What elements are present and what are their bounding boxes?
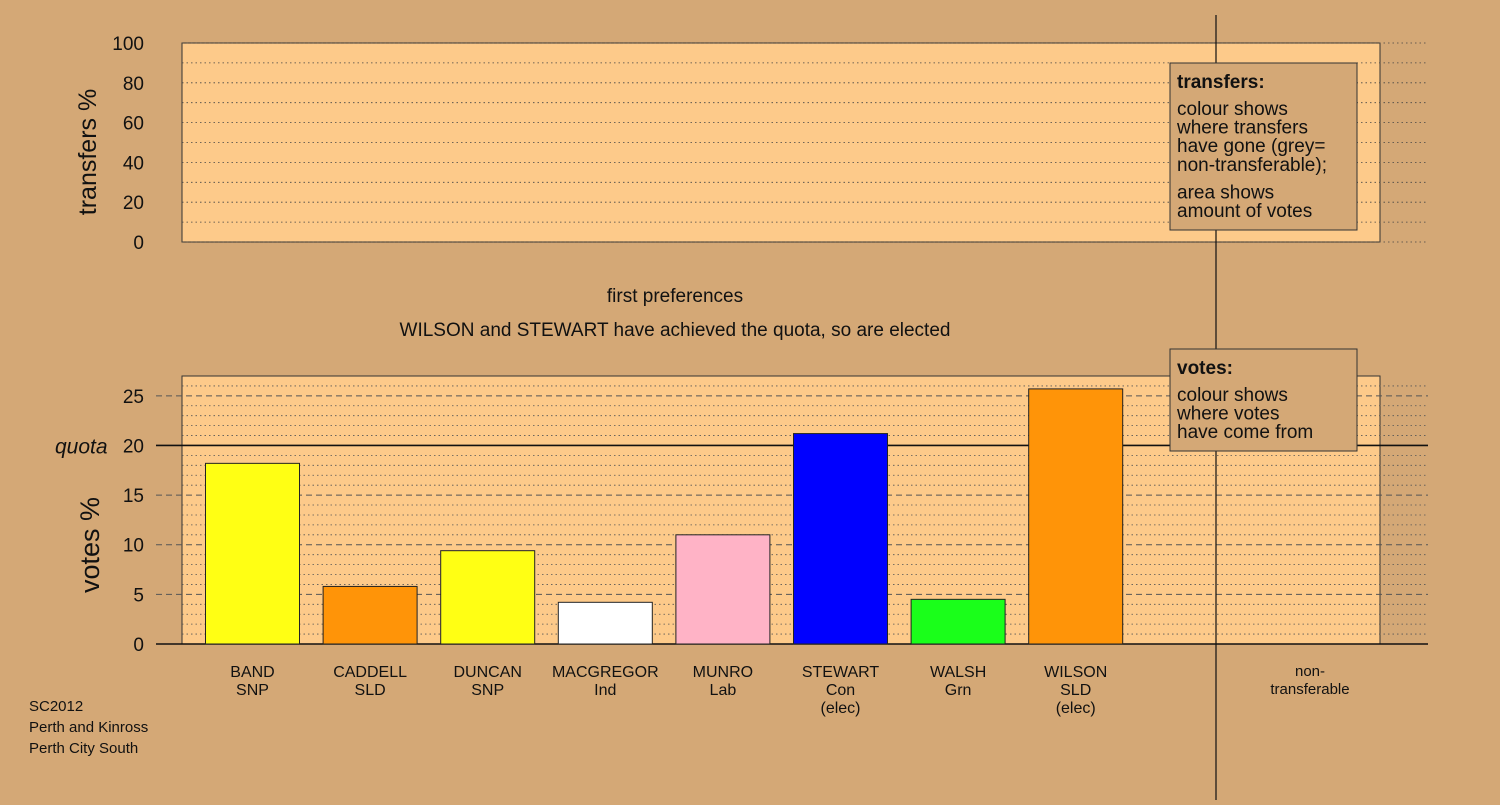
bar-duncan xyxy=(440,550,536,645)
votes-y-tick-label: 25 xyxy=(123,387,144,408)
votes-legend-box xyxy=(1169,348,1358,452)
votes-legend-line: have come from xyxy=(1177,422,1313,443)
footer-line: SC2012 xyxy=(29,698,83,715)
transfers-y-tick-label: 40 xyxy=(123,153,144,174)
bar-stewart xyxy=(793,433,888,645)
votes-y-tick-label: 10 xyxy=(123,536,144,557)
nontransferable-label: transferable xyxy=(1270,681,1349,698)
footer-line: Perth and Kinross xyxy=(29,719,148,736)
transfers-legend-line: where transfers xyxy=(1176,118,1308,139)
transfers-y-tick-label: 80 xyxy=(123,74,144,95)
candidate-label: (elec) xyxy=(820,700,860,717)
candidate-label: Lab xyxy=(710,682,737,699)
votes-legend-line: colour shows xyxy=(1177,385,1288,406)
candidate-label: STEWART xyxy=(802,664,880,681)
candidate-label: DUNCAN xyxy=(453,664,521,681)
candidate-label: SLD xyxy=(355,682,386,699)
transfers-y-tick-label: 60 xyxy=(123,114,144,135)
candidate-label: Con xyxy=(826,682,855,699)
candidate-label: SNP xyxy=(471,682,504,699)
candidate-label: MACGREGOR xyxy=(552,664,659,681)
votes-y-tick-label: 5 xyxy=(133,585,144,606)
candidate-label: (elec) xyxy=(1056,700,1096,717)
bar-band xyxy=(205,462,300,645)
transfers-y-tick-label: 20 xyxy=(123,193,144,214)
transfers-legend-line: area shows xyxy=(1177,182,1274,203)
candidate-label: Grn xyxy=(945,682,972,699)
votes-legend-line: where votes xyxy=(1176,404,1279,425)
bar-walsh xyxy=(910,598,1006,645)
bar-macgregor xyxy=(557,601,653,645)
transfers-legend-line: have gone (grey= xyxy=(1177,136,1325,157)
candidate-label: MUNRO xyxy=(693,664,753,681)
transfers-y-axis-label: transfers % xyxy=(74,89,102,215)
votes-y-axis-label: votes % xyxy=(75,497,105,593)
transfers-legend-title: transfers: xyxy=(1177,72,1265,93)
votes-legend-title: votes: xyxy=(1177,358,1233,379)
candidate-label: CADDELL xyxy=(333,664,407,681)
stage-subtitle: WILSON and STEWART have achieved the quo… xyxy=(400,320,951,341)
transfers-y-tick-label: 0 xyxy=(133,233,144,254)
footer-line: Perth City South xyxy=(29,740,138,757)
transfers-legend-line: non-transferable); xyxy=(1177,155,1327,176)
candidate-label: SNP xyxy=(236,682,269,699)
transfers-y-tick-label: 100 xyxy=(112,34,144,55)
stage-title: first preferences xyxy=(607,286,743,307)
bar-wilson xyxy=(1028,388,1124,645)
quota-label: quota xyxy=(55,435,108,458)
candidate-label: WALSH xyxy=(930,664,986,681)
votes-y-tick-label: 20 xyxy=(123,436,144,457)
candidate-label: WILSON xyxy=(1044,664,1107,681)
nontransferable-label: non- xyxy=(1295,663,1325,680)
bar-munro xyxy=(675,534,771,645)
transfers-legend-box xyxy=(1169,62,1358,231)
transfers-legend-line: amount of votes xyxy=(1177,201,1312,222)
transfers-legend-line: colour shows xyxy=(1177,99,1288,120)
candidate-label: Ind xyxy=(594,682,616,699)
candidate-label: BAND xyxy=(230,664,274,681)
bar-caddell xyxy=(322,585,418,645)
votes-y-tick-label: 15 xyxy=(123,486,144,507)
votes-y-tick-label: 0 xyxy=(133,635,144,656)
candidate-label: SLD xyxy=(1060,682,1091,699)
